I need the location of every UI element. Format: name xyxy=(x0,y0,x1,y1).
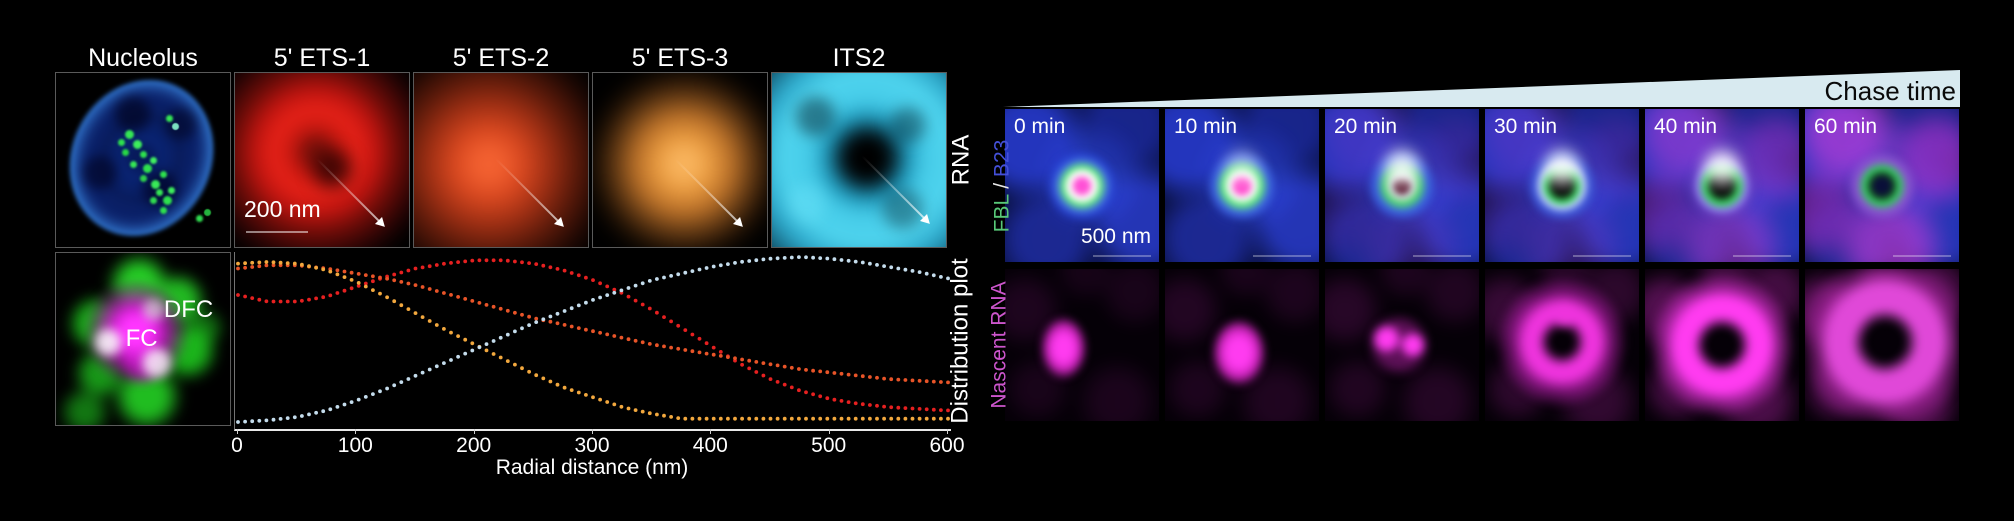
x-axis-ticks: 0 100 200 300 400 500 600 xyxy=(231,429,965,460)
plot-canvas xyxy=(236,255,950,424)
x-tick-mark xyxy=(947,429,948,434)
x-tick-label: 200 xyxy=(456,434,492,457)
scale-bar-line xyxy=(1413,255,1471,257)
dfc-label: DFC xyxy=(163,296,214,323)
panel-title-nucleolus: Nucleolus xyxy=(88,44,198,72)
panel-title-5ets2: 5' ETS-2 xyxy=(452,44,550,72)
fbl-b23-panel-0min: 0 min 500 nm xyxy=(1005,109,1159,262)
nucleolus-image xyxy=(55,72,231,248)
5ets3-image xyxy=(592,72,768,248)
nascent-rna-panel-30min xyxy=(1485,269,1639,421)
x-tick-mark xyxy=(473,429,475,434)
scale-bar-line xyxy=(1253,255,1311,257)
scale-bar-line xyxy=(1893,255,1951,257)
nucleus-shape xyxy=(56,73,230,247)
fbl-b23-panel-30min: 30 min xyxy=(1485,109,1639,262)
nucleolus-green-foci xyxy=(56,73,63,80)
fbl-b23-panel-10min: 10 min xyxy=(1165,109,1319,262)
nascent-rna-row-label: Nascent RNA xyxy=(988,281,1011,409)
x-tick-label: 0 xyxy=(231,434,243,457)
panel-title-its2: ITS2 xyxy=(832,44,886,72)
x-tick-label: 500 xyxy=(811,434,847,457)
fc-label: FC xyxy=(125,325,158,353)
x-tick-mark xyxy=(828,429,830,434)
x-tick-mark xyxy=(592,429,593,434)
time-label: 60 min xyxy=(1814,115,1878,138)
scale-bar-line xyxy=(1733,255,1791,257)
5ets2-image xyxy=(413,72,589,248)
nascent-rna-panel-10min xyxy=(1165,269,1319,421)
scale-bar-line xyxy=(1573,255,1631,257)
x-tick-label: 600 xyxy=(929,434,965,457)
fbl-label: FBL xyxy=(990,194,1013,232)
scale-bar-label: 200 nm xyxy=(244,196,321,222)
chase-time-label: Chase time xyxy=(1824,76,1957,106)
fc-dfc-image: DFC FC xyxy=(55,252,231,426)
x-tick-label: 300 xyxy=(574,434,610,457)
fbl-b23-panel-20min: 20 min xyxy=(1325,109,1479,262)
nascent-rna-panel-40min xyxy=(1645,269,1799,421)
time-label: 30 min xyxy=(1494,115,1558,138)
nascent-rna-panel-60min xyxy=(1805,269,1959,421)
rna-row-label: RNA xyxy=(947,134,975,186)
time-label: 20 min xyxy=(1334,115,1398,138)
x-axis-title: Radial distance (nm) xyxy=(495,456,689,479)
fbl-b23-panel-60min: 60 min xyxy=(1805,109,1959,262)
x-tick-label: 100 xyxy=(337,434,373,457)
panel-title-5ets1: 5' ETS-1 xyxy=(273,44,371,72)
x-tick-mark xyxy=(355,429,357,434)
panel-title-5ets3: 5' ETS-3 xyxy=(631,44,729,72)
time-label: 10 min xyxy=(1174,115,1238,138)
fbl-b23-row-label: FBL / B23 xyxy=(988,109,1016,262)
fbl-b23-panel-40min: 40 min xyxy=(1645,109,1799,262)
nascent-rna-panel-0min xyxy=(1005,269,1159,421)
time-label: 0 min xyxy=(1014,115,1066,138)
scale-bar-line xyxy=(246,231,308,233)
time-label: 40 min xyxy=(1654,115,1718,138)
its2-image xyxy=(771,72,947,248)
x-tick-label: 400 xyxy=(692,434,728,457)
separator: / xyxy=(990,176,1013,195)
scale-bar-label: 500 nm xyxy=(1080,225,1151,248)
x-tick-mark xyxy=(237,429,238,434)
scale-bar-line xyxy=(1093,255,1151,257)
distribution-plot-row-label: Distribution plot xyxy=(947,257,975,424)
distribution-plot xyxy=(234,252,951,431)
nascent-rna-panel-20min xyxy=(1325,269,1479,421)
x-tick-mark xyxy=(710,429,712,434)
5ets1-image: 200 nm xyxy=(234,72,410,248)
b23-label: B23 xyxy=(990,139,1013,177)
